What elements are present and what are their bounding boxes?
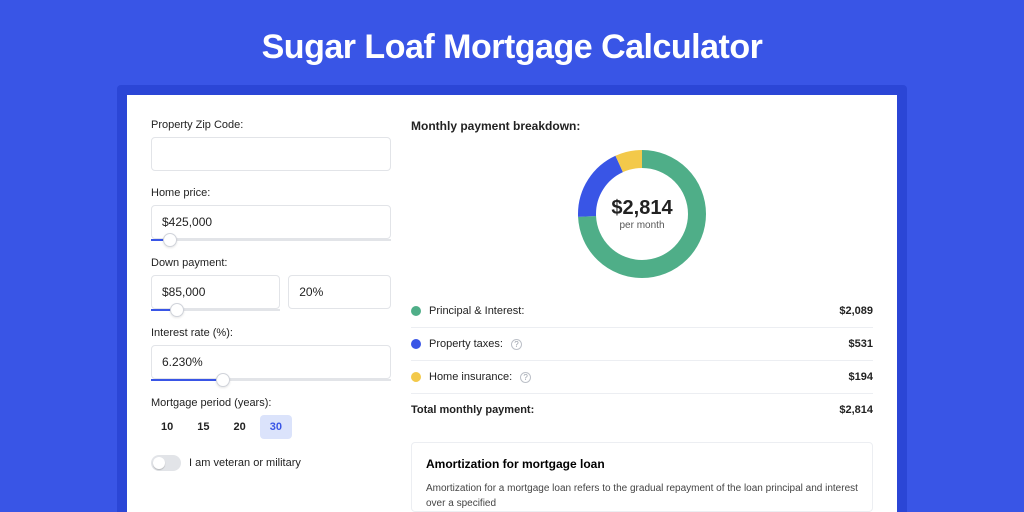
zip-label: Property Zip Code: bbox=[151, 119, 391, 131]
period-field: Mortgage period (years): 10152030 bbox=[151, 397, 391, 439]
legend-row: Property taxes:? $531 bbox=[411, 328, 873, 361]
info-icon[interactable]: ? bbox=[511, 339, 522, 350]
zip-field: Property Zip Code: bbox=[151, 119, 391, 171]
legend-row: Home insurance:? $194 bbox=[411, 361, 873, 394]
veteran-field: I am veteran or military bbox=[151, 455, 391, 471]
period-option-20[interactable]: 20 bbox=[224, 415, 256, 439]
legend-value: $531 bbox=[849, 338, 873, 350]
amortization-box: Amortization for mortgage loan Amortizat… bbox=[411, 442, 873, 512]
legend-label: Principal & Interest: bbox=[429, 305, 524, 317]
down-payment-label: Down payment: bbox=[151, 257, 391, 269]
breakdown-title: Monthly payment breakdown: bbox=[411, 119, 873, 133]
period-option-30[interactable]: 30 bbox=[260, 415, 292, 439]
home-price-input[interactable] bbox=[151, 205, 391, 239]
legend-value: $194 bbox=[849, 371, 873, 383]
down-payment-field: Down payment: bbox=[151, 257, 391, 311]
svg-text:$2,814: $2,814 bbox=[611, 197, 673, 219]
amortization-title: Amortization for mortgage loan bbox=[426, 457, 858, 471]
legend-value: $2,089 bbox=[839, 305, 873, 317]
period-options: 10152030 bbox=[151, 415, 391, 439]
home-price-field: Home price: bbox=[151, 187, 391, 241]
down-payment-amount-input[interactable] bbox=[151, 275, 280, 309]
period-option-15[interactable]: 15 bbox=[187, 415, 219, 439]
legend-dot bbox=[411, 339, 421, 349]
interest-rate-slider[interactable] bbox=[151, 379, 391, 381]
donut-chart: $2,814per month bbox=[411, 145, 873, 295]
period-option-10[interactable]: 10 bbox=[151, 415, 183, 439]
veteran-toggle[interactable] bbox=[151, 455, 181, 471]
home-price-label: Home price: bbox=[151, 187, 391, 199]
toggle-knob bbox=[153, 457, 165, 469]
calculator-panel: Property Zip Code: Home price: Down paym… bbox=[127, 95, 897, 512]
interest-rate-label: Interest rate (%): bbox=[151, 327, 391, 339]
svg-text:per month: per month bbox=[619, 220, 664, 231]
legend-dot bbox=[411, 372, 421, 382]
down-payment-pct-input[interactable] bbox=[288, 275, 391, 309]
legend-dot bbox=[411, 306, 421, 316]
period-label: Mortgage period (years): bbox=[151, 397, 391, 409]
home-price-slider[interactable] bbox=[151, 239, 391, 241]
down-payment-slider[interactable] bbox=[151, 309, 280, 311]
veteran-label: I am veteran or military bbox=[189, 457, 301, 469]
form-column: Property Zip Code: Home price: Down paym… bbox=[151, 119, 391, 512]
amortization-text: Amortization for a mortgage loan refers … bbox=[426, 481, 858, 511]
interest-rate-input[interactable] bbox=[151, 345, 391, 379]
page-title: Sugar Loaf Mortgage Calculator bbox=[0, 0, 1024, 85]
total-value: $2,814 bbox=[839, 404, 873, 416]
interest-rate-field: Interest rate (%): bbox=[151, 327, 391, 381]
total-row: Total monthly payment: $2,814 bbox=[411, 394, 873, 426]
legend-label: Home insurance: bbox=[429, 371, 512, 383]
total-label: Total monthly payment: bbox=[411, 404, 534, 416]
legend-label: Property taxes: bbox=[429, 338, 503, 350]
panel-outer: Property Zip Code: Home price: Down paym… bbox=[117, 85, 907, 512]
legend: Principal & Interest: $2,089 Property taxe… bbox=[411, 295, 873, 394]
breakdown-column: Monthly payment breakdown: $2,814per mon… bbox=[411, 119, 873, 512]
legend-row: Principal & Interest: $2,089 bbox=[411, 295, 873, 328]
zip-input[interactable] bbox=[151, 137, 391, 171]
info-icon[interactable]: ? bbox=[520, 372, 531, 383]
